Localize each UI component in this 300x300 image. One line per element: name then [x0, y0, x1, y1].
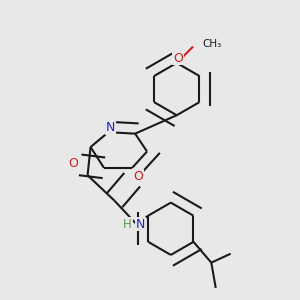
Text: N: N — [106, 121, 116, 134]
Text: H: H — [123, 218, 132, 231]
Text: O: O — [173, 52, 183, 65]
Text: CH₃: CH₃ — [202, 39, 221, 49]
Text: O: O — [133, 170, 143, 183]
Text: O: O — [68, 157, 78, 170]
Text: N: N — [136, 218, 145, 231]
